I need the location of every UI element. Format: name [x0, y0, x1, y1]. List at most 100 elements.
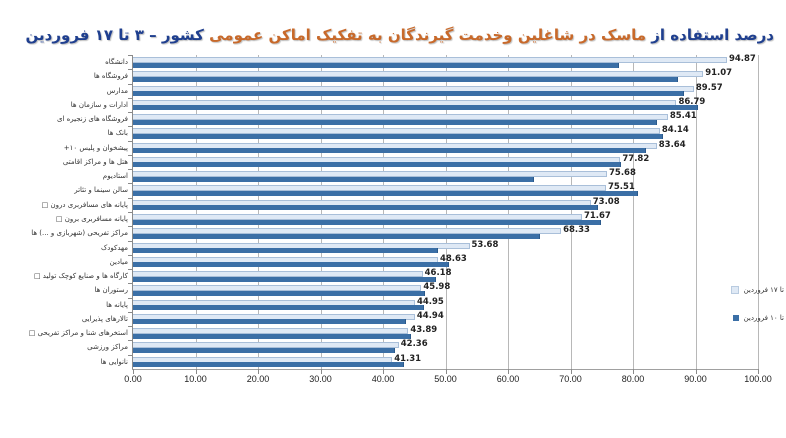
legend-label: تا ۱۷ فروردین	[743, 286, 784, 294]
bar-series-10	[133, 205, 597, 211]
x-tick	[633, 369, 634, 374]
value-label: 53.68	[471, 239, 499, 250]
bar-series-10	[133, 133, 662, 139]
category-label: بانک ها	[107, 129, 128, 138]
x-tick-label: 40.00	[371, 374, 395, 384]
category-label: کارگاه ها و صنایع کوچک تولید □	[33, 272, 128, 281]
x-tick-label: 20.00	[246, 374, 270, 384]
category-label: تالارهای پذیرایی	[81, 314, 128, 323]
legend-item-10: تا ۱۰ فروردین	[712, 312, 784, 324]
x-tick-label: 10.00	[184, 374, 207, 384]
bar-series-10	[133, 62, 618, 68]
bar-series-10	[133, 176, 533, 182]
y-tick	[128, 55, 133, 56]
bar-series-10	[133, 248, 438, 254]
category-label: ادارات و سازمان ها	[70, 100, 128, 109]
value-label: 44.94	[416, 310, 444, 321]
x-tick-label: 70.00	[559, 374, 582, 384]
category-label: استخرهای شنا و مراکز تفریحی □	[28, 329, 128, 338]
value-label: 94.87	[728, 54, 756, 64]
y-tick	[128, 154, 133, 156]
value-label: 85.41	[669, 111, 697, 122]
y-tick	[128, 240, 133, 242]
y-tick	[128, 226, 133, 228]
gridline	[195, 55, 197, 369]
bar-series-10	[133, 362, 403, 368]
chart-title: درصد استفاده از ماسک در شاغلین وخدمت گیر…	[26, 26, 774, 44]
category-label: استادیوم	[102, 172, 128, 181]
category-label: دانشگاه	[105, 58, 128, 66]
y-tick	[128, 197, 133, 199]
category-label: مهدکودک	[101, 243, 128, 252]
gridline	[320, 55, 322, 369]
legend-swatch-light	[730, 286, 739, 294]
category-label: فروشگاه های زنجیره ای	[56, 115, 128, 124]
x-tick	[508, 369, 509, 374]
gridline	[258, 55, 259, 369]
category-label: فروشگاه ها	[93, 72, 128, 81]
bar-series-10	[133, 233, 540, 239]
bar-series-10	[133, 190, 637, 196]
x-tick	[758, 369, 759, 374]
value-label: 86.79	[678, 96, 706, 107]
bar-series-10	[133, 148, 645, 154]
value-label: 91.07	[705, 68, 733, 79]
category-label: سالن سینما و تئاتر	[74, 186, 128, 195]
title-part-2: ماسک در شاغلین وخدمت گیرندگان به تفکیک ا…	[209, 26, 647, 44]
x-tick	[258, 369, 259, 374]
y-tick	[128, 69, 133, 71]
x-tick	[695, 369, 697, 374]
y-tick	[128, 83, 133, 85]
gridline	[508, 55, 509, 369]
title-part-1: درصد استفاده از	[651, 26, 774, 44]
bar-series-10	[133, 305, 423, 311]
x-tick-label: 0.00	[124, 374, 142, 384]
value-label: 84.14	[661, 125, 689, 136]
bar-series-10	[133, 105, 697, 111]
category-label: میادین	[109, 257, 128, 266]
y-tick	[128, 254, 133, 256]
value-label: 77.82	[622, 153, 650, 164]
category-label: پایانه مسافربری برون □	[55, 215, 128, 223]
category-label: پیشخوان و پلیس ۱۰+	[63, 143, 128, 152]
gridline	[758, 55, 759, 369]
gridline	[383, 55, 384, 369]
y-tick	[128, 126, 133, 128]
gridline	[695, 55, 697, 369]
x-axis	[132, 369, 758, 370]
value-label: 71.67	[583, 211, 611, 221]
bar-series-10	[133, 219, 600, 225]
category-label: رستوران ها	[94, 286, 129, 295]
x-tick-label: 30.00	[309, 374, 332, 384]
x-tick	[133, 369, 134, 374]
category-label: هتل ها و مراکز اقامتی	[62, 157, 128, 166]
value-label: 43.89	[410, 325, 438, 336]
y-tick	[128, 311, 133, 313]
y-tick	[128, 183, 133, 185]
bar-series-10	[133, 290, 425, 296]
x-tick	[383, 369, 384, 374]
category-label: نانوایی ها	[100, 357, 128, 366]
y-tick	[128, 140, 133, 142]
x-tick	[570, 369, 572, 374]
value-label: 75.68	[609, 168, 636, 179]
bar-series-10	[133, 333, 410, 339]
value-label: 48.63	[439, 253, 467, 264]
bar-series-10	[133, 119, 657, 125]
x-tick-label: 90.00	[684, 374, 707, 384]
y-tick	[128, 326, 133, 328]
value-label: 83.64	[658, 139, 686, 150]
legend-item-17: تا ۱۷ فروردین	[712, 284, 784, 296]
x-tick	[195, 369, 197, 374]
bar-series-10	[133, 262, 448, 268]
y-tick	[128, 169, 133, 171]
value-label: 41.31	[394, 353, 422, 364]
value-label: 42.36	[400, 339, 428, 350]
title-part-3: کشور – ۳ تا ۱۷ فروردین	[25, 26, 204, 44]
category-label: مراکز ورزشی	[87, 343, 128, 352]
x-tick	[320, 369, 322, 374]
bar-series-10	[133, 319, 405, 325]
legend-label: تا ۱۰ فروردین	[743, 314, 784, 322]
x-tick-label: 60.00	[496, 374, 520, 384]
bar-series-10	[133, 91, 683, 97]
